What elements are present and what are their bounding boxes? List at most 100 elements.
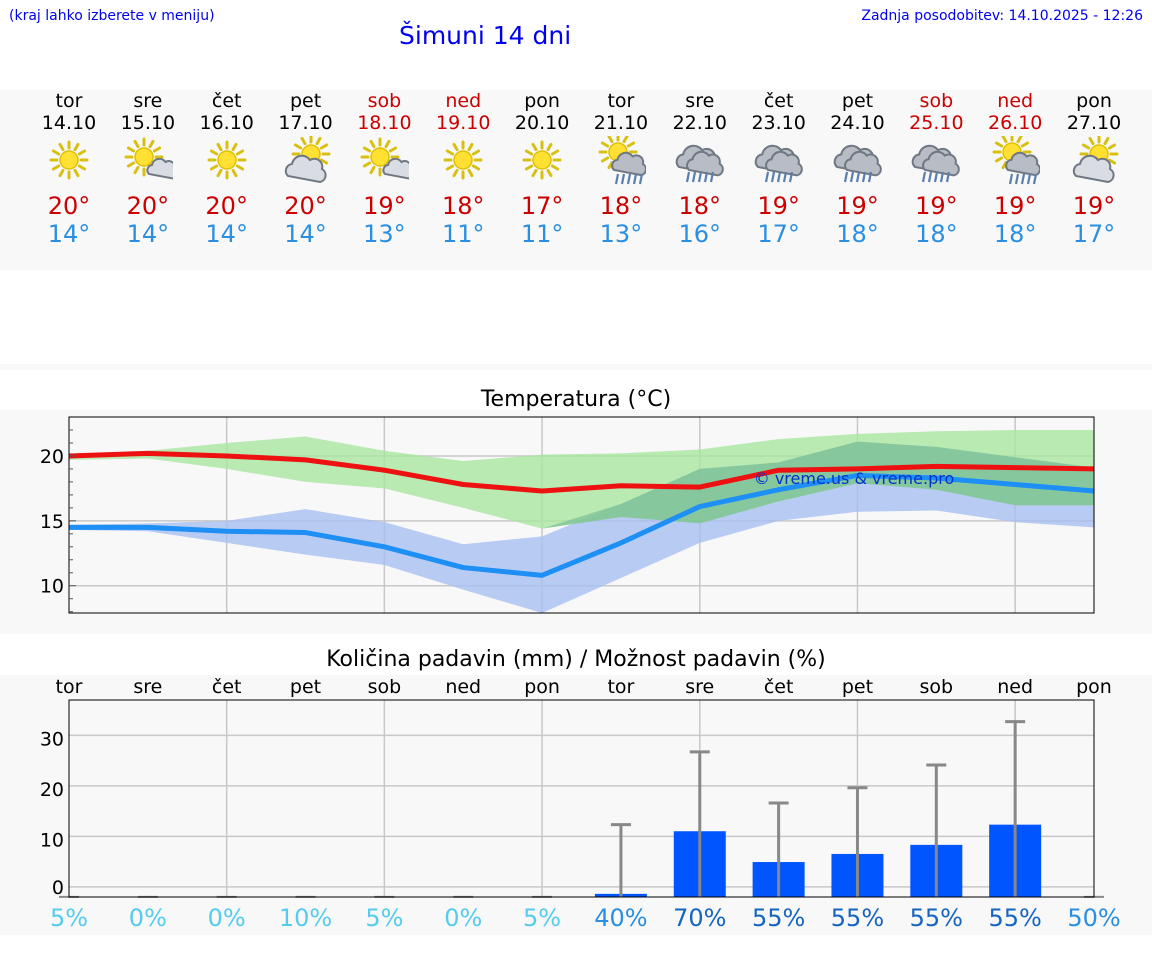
cloud-rain-icon: [833, 144, 882, 183]
temp-min: 11°: [441, 220, 485, 248]
temp-min: 17°: [757, 220, 800, 248]
plot-frame: [68, 699, 1095, 898]
day-name: ned: [997, 90, 1034, 112]
day-date: 25.10: [909, 112, 964, 134]
day-name: čet: [211, 90, 242, 112]
day-name: ned: [445, 90, 482, 112]
x-category-label: pet: [842, 676, 873, 698]
x-category-label: ned: [997, 676, 1033, 698]
temp-max: 19°: [757, 192, 800, 220]
day-name: tor: [607, 90, 635, 112]
temp-max: 18°: [678, 192, 722, 220]
x-category-label: sob: [368, 676, 402, 698]
sun-icon: [443, 140, 483, 180]
temp-max: 18°: [599, 192, 643, 220]
day-column: pon 20.10 17° 11°: [502, 90, 582, 248]
day-column: sre 15.10 20° 14°: [108, 90, 188, 248]
precip-chart-title: Količina padavin (mm) / Možnost padavin …: [326, 647, 826, 672]
sun-shape: [49, 140, 89, 180]
day-name: sre: [133, 90, 163, 112]
day-name: pet: [841, 90, 874, 112]
day-name: sre: [685, 90, 715, 112]
day-column: pet 17.10 20° 14°: [266, 90, 346, 248]
precip-chance-label: 55%: [910, 904, 963, 932]
max-temp-line: [68, 450, 1095, 494]
cloud-shape: [382, 157, 410, 180]
cloud-shape: [1072, 154, 1115, 184]
sun-shape: [124, 137, 164, 177]
sun-cloud-rain-icon: [598, 136, 646, 185]
cloud-shape: [284, 154, 327, 184]
page-title: Šimuni 14 dni: [399, 21, 572, 50]
day-column: tor 21.10 18° 13°: [581, 90, 661, 248]
x-category-label: čet: [764, 676, 794, 698]
temp-min: 18°: [836, 220, 879, 248]
temp-min: 13°: [363, 220, 406, 248]
temp-min: 16°: [678, 220, 722, 248]
precip-chance-label: 5%: [50, 904, 88, 932]
temp-max: 19°: [1072, 192, 1116, 220]
y-tick-label: 30: [40, 728, 64, 750]
cloud-rain-icon: [754, 144, 803, 183]
day-column: pon 27.10 19° 17°: [1054, 90, 1134, 248]
x-category-label: pet: [290, 676, 321, 698]
cloud-shape: [843, 150, 882, 177]
sun-shape: [443, 140, 483, 180]
rain-shape: [1009, 173, 1038, 185]
temp-max: 19°: [993, 192, 1037, 220]
rain-shape: [922, 171, 951, 183]
temp-max: 19°: [915, 192, 958, 220]
day-date: 19.10: [436, 112, 491, 134]
x-category-label: tor: [607, 676, 634, 698]
precip-chance-label: 55%: [831, 904, 884, 932]
y-tick-label: 20: [40, 779, 64, 801]
x-category-label: sre: [133, 676, 162, 698]
day-column: tor 14.10 20° 14°: [29, 90, 109, 248]
temp-min: 18°: [915, 220, 958, 248]
temp-max: 20°: [126, 192, 170, 220]
day-date: 27.10: [1066, 112, 1122, 134]
cloud-shape: [685, 150, 724, 177]
temp-min: 14°: [126, 220, 170, 248]
day-name: čet: [763, 90, 794, 112]
precip-chance-label: 0%: [444, 904, 482, 932]
day-date: 21.10: [593, 112, 649, 134]
y-tick-label: 20: [40, 446, 64, 468]
max-temp-band: [69, 429, 1094, 529]
min-temp-line: [69, 472, 1095, 578]
divider-band: [0, 364, 1152, 370]
day-date: 18.10: [357, 112, 412, 134]
temp-min: 11°: [520, 220, 564, 248]
day-date: 20.10: [514, 112, 570, 134]
x-category-label: tor: [56, 676, 83, 698]
forecast-band: [0, 90, 1152, 270]
precip-chance-label: 50%: [1067, 904, 1120, 932]
sun-cloud-icon: [1072, 136, 1119, 184]
day-date: 15.10: [120, 112, 176, 134]
temperature-chart: 10 15 20 © vreme.us & vreme.pro: [40, 416, 1095, 614]
y-tick-label: 10: [40, 576, 64, 598]
x-category-label: čet: [212, 676, 242, 698]
day-column: ned 26.10 19° 18°: [975, 90, 1055, 248]
day-column: sob 18.10 19° 13°: [344, 90, 424, 248]
temp-max: 20°: [47, 192, 91, 220]
day-date: 22.10: [672, 112, 727, 134]
watermark: © vreme.us & vreme.pro: [754, 469, 955, 488]
y-tick-label: 15: [40, 511, 64, 533]
day-date: 24.10: [830, 112, 885, 134]
temp-max: 20°: [205, 192, 248, 220]
day-name: sob: [919, 90, 954, 112]
sun-cloud-rain-icon: [992, 136, 1041, 185]
precip-chance-label: 70%: [673, 904, 726, 932]
temp-min: 17°: [1072, 220, 1116, 248]
day-column: čet 16.10 20° 14°: [187, 90, 267, 248]
x-category-label: pon: [1076, 676, 1112, 698]
day-name: tor: [55, 90, 83, 112]
day-column: ned 19.10 18° 11°: [423, 90, 503, 248]
sun-icon: [49, 140, 89, 180]
temp-max: 17°: [520, 192, 564, 220]
precip-chance-label: 10%: [279, 904, 332, 932]
precip-chance-label: 55%: [988, 904, 1041, 932]
sun-shape: [522, 140, 562, 180]
day-date: 17.10: [278, 112, 333, 134]
